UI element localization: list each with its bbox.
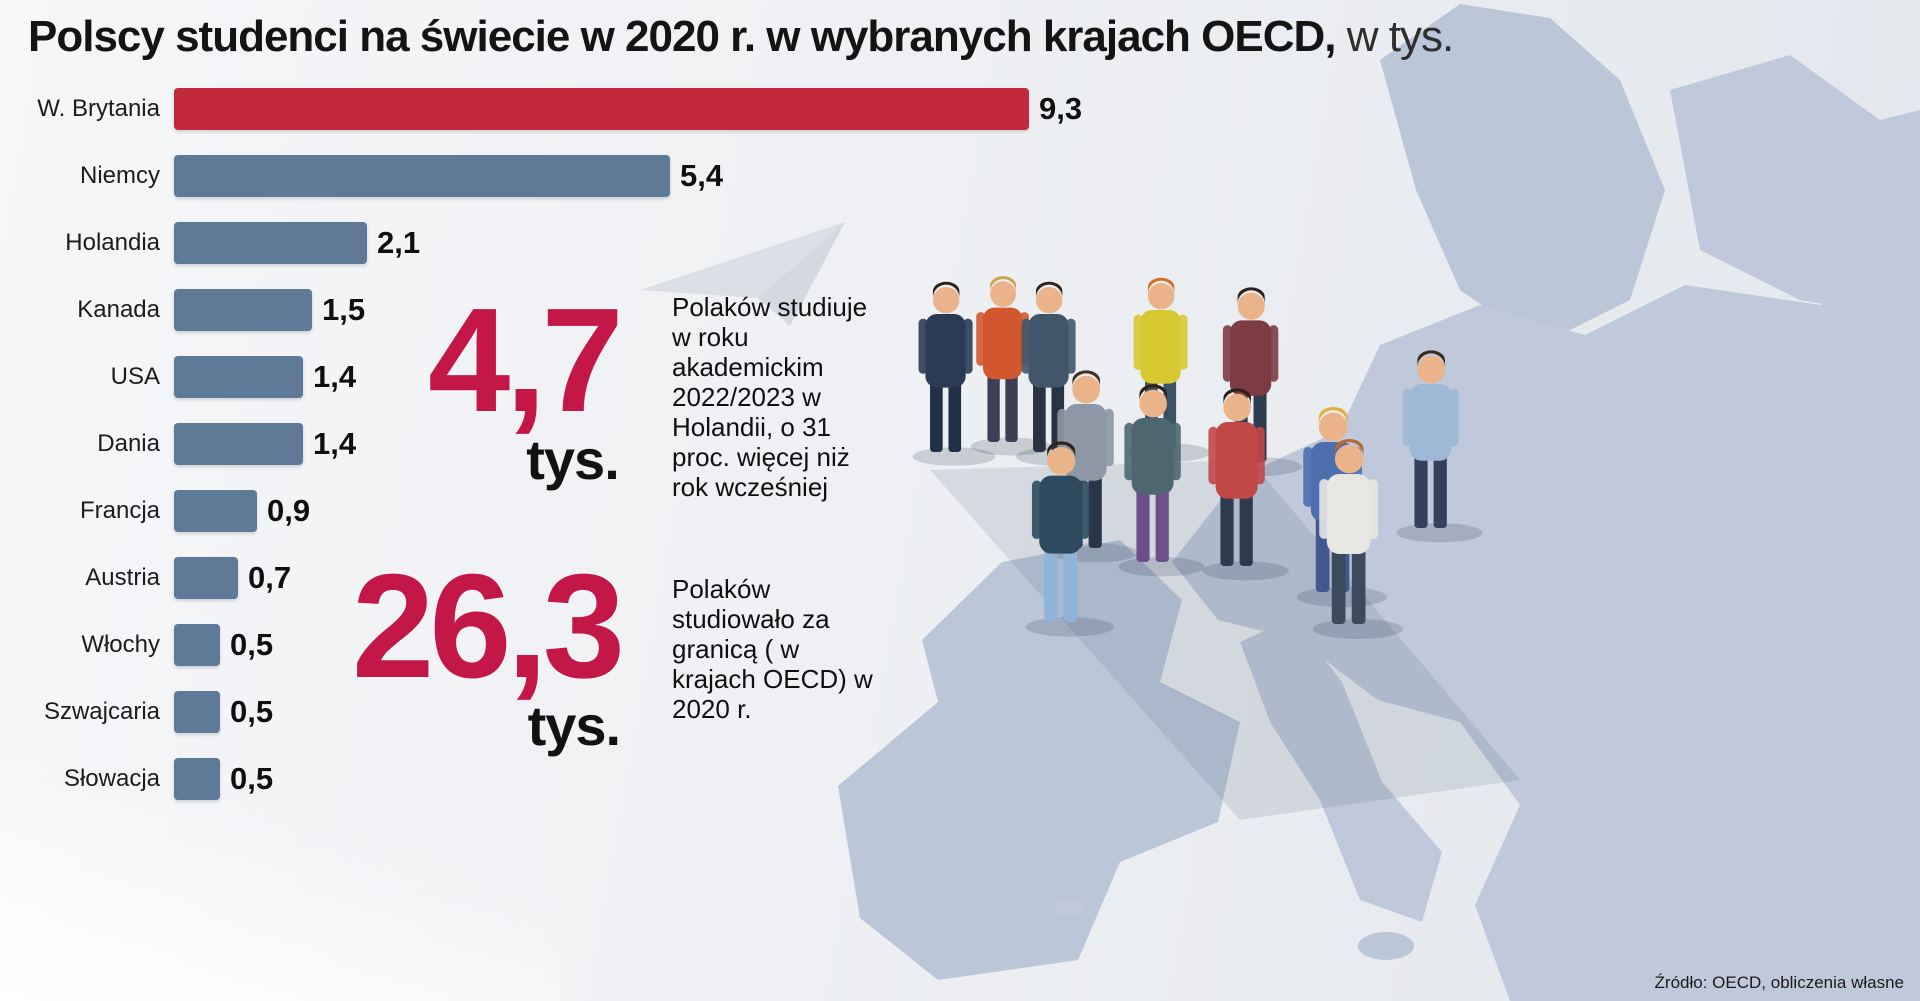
bar-row: Włochy 0,5 [28, 624, 1128, 666]
bar-row: W. Brytania 9,3 [28, 88, 1128, 130]
bar-track: 1,5 [174, 289, 1128, 331]
paper-plane-icon [640, 222, 845, 326]
bar-value-label: 1,4 [313, 359, 357, 394]
bar-row: Szwajcaria 0,5 [28, 691, 1128, 733]
bar-value-label: 9,3 [1039, 91, 1083, 126]
bar [174, 691, 220, 733]
bar-value-label: 1,4 [313, 426, 357, 461]
bar-track: 0,5 [174, 624, 1128, 666]
bar-row: Holandia 2,1 [28, 222, 1128, 264]
europe-map-graphic [838, 4, 1920, 1001]
bar [174, 356, 303, 398]
callout-2-unit: tys. [527, 694, 621, 758]
bar [174, 490, 257, 532]
bar-track: 5,4 [174, 155, 1128, 197]
page-title: Polscy studenci na świecie w 2020 r. w w… [28, 12, 1454, 62]
bar-track: 1,4 [174, 423, 1128, 465]
callout-1-unit: tys. [526, 428, 619, 492]
bar-value-label: 0,5 [230, 627, 274, 662]
bar [174, 624, 220, 666]
bar-value-label: 5,4 [680, 158, 724, 193]
bar-category-label: Dania [97, 430, 160, 457]
bar-row: Francja 0,9 [28, 490, 1128, 532]
bar-category-label: Słowacja [63, 765, 160, 792]
bar-category-label: W. Brytania [37, 95, 160, 122]
bar-value-label: 0,9 [267, 493, 311, 528]
bar-value-label: 0,5 [230, 694, 274, 729]
bar-track: 2,1 [174, 222, 1128, 264]
bar-category-label: Kanada [77, 296, 160, 323]
bar-row: Kanada 1,5 [28, 289, 1128, 331]
callout-1-value: 4,7 [428, 278, 624, 443]
callout-2-number: 26,3 tys. [352, 544, 625, 758]
bar-track: 0,5 [174, 758, 1128, 800]
bar-track: 9,3 [174, 88, 1128, 130]
bar [174, 557, 238, 599]
source-credit: Źródło: OECD, obliczenia własne [1654, 973, 1904, 992]
bar [174, 222, 367, 264]
bar-category-label: USA [110, 363, 160, 390]
callout-2-value: 26,3 [352, 544, 625, 709]
bar-category-label: Włochy [81, 631, 160, 658]
bar [174, 423, 303, 465]
bar-track: 0,7 [174, 557, 1128, 599]
bar-row: Niemcy 5,4 [28, 155, 1128, 197]
title-bold: Polscy studenci na świecie w 2020 r. w w… [28, 12, 1336, 61]
bar-row: USA 1,4 [28, 356, 1128, 398]
bar-category-label: Holandia [65, 229, 160, 256]
bar-category-label: Austria [85, 564, 160, 591]
bar-category-label: Szwajcaria [43, 698, 160, 725]
title-light: w tys. [1335, 12, 1454, 61]
bar-value-label: 1,5 [322, 292, 366, 327]
bar [174, 289, 312, 331]
bar [174, 155, 670, 197]
callout-1-text: Polaków studiuje w roku akademickim 2022… [672, 292, 868, 502]
bar-category-label: Niemcy [79, 162, 160, 189]
bar-row: Słowacja 0,5 [28, 758, 1128, 800]
callout-2-text: Polaków studiowało za granicą ( w krajac… [672, 574, 873, 724]
bar [174, 88, 1029, 130]
bar-value-label: 0,7 [248, 560, 292, 595]
callout-1-number: 4,7 tys. [428, 278, 624, 492]
bar-row: Dania 1,4 [28, 423, 1128, 465]
bar-track: 0,5 [174, 691, 1128, 733]
bar [174, 758, 220, 800]
bar-value-label: 2,1 [377, 225, 421, 260]
bar-chart: W. Brytania 9,3 Niemcy 5,4 Holandia 2,1 Kanada… [28, 88, 1128, 825]
bar-track: 1,4 [174, 356, 1128, 398]
bar-category-label: Francja [79, 497, 160, 524]
bar-track: 0,9 [174, 490, 1128, 532]
bar-value-label: 0,5 [230, 761, 274, 796]
bar-row: Austria 0,7 [28, 557, 1128, 599]
